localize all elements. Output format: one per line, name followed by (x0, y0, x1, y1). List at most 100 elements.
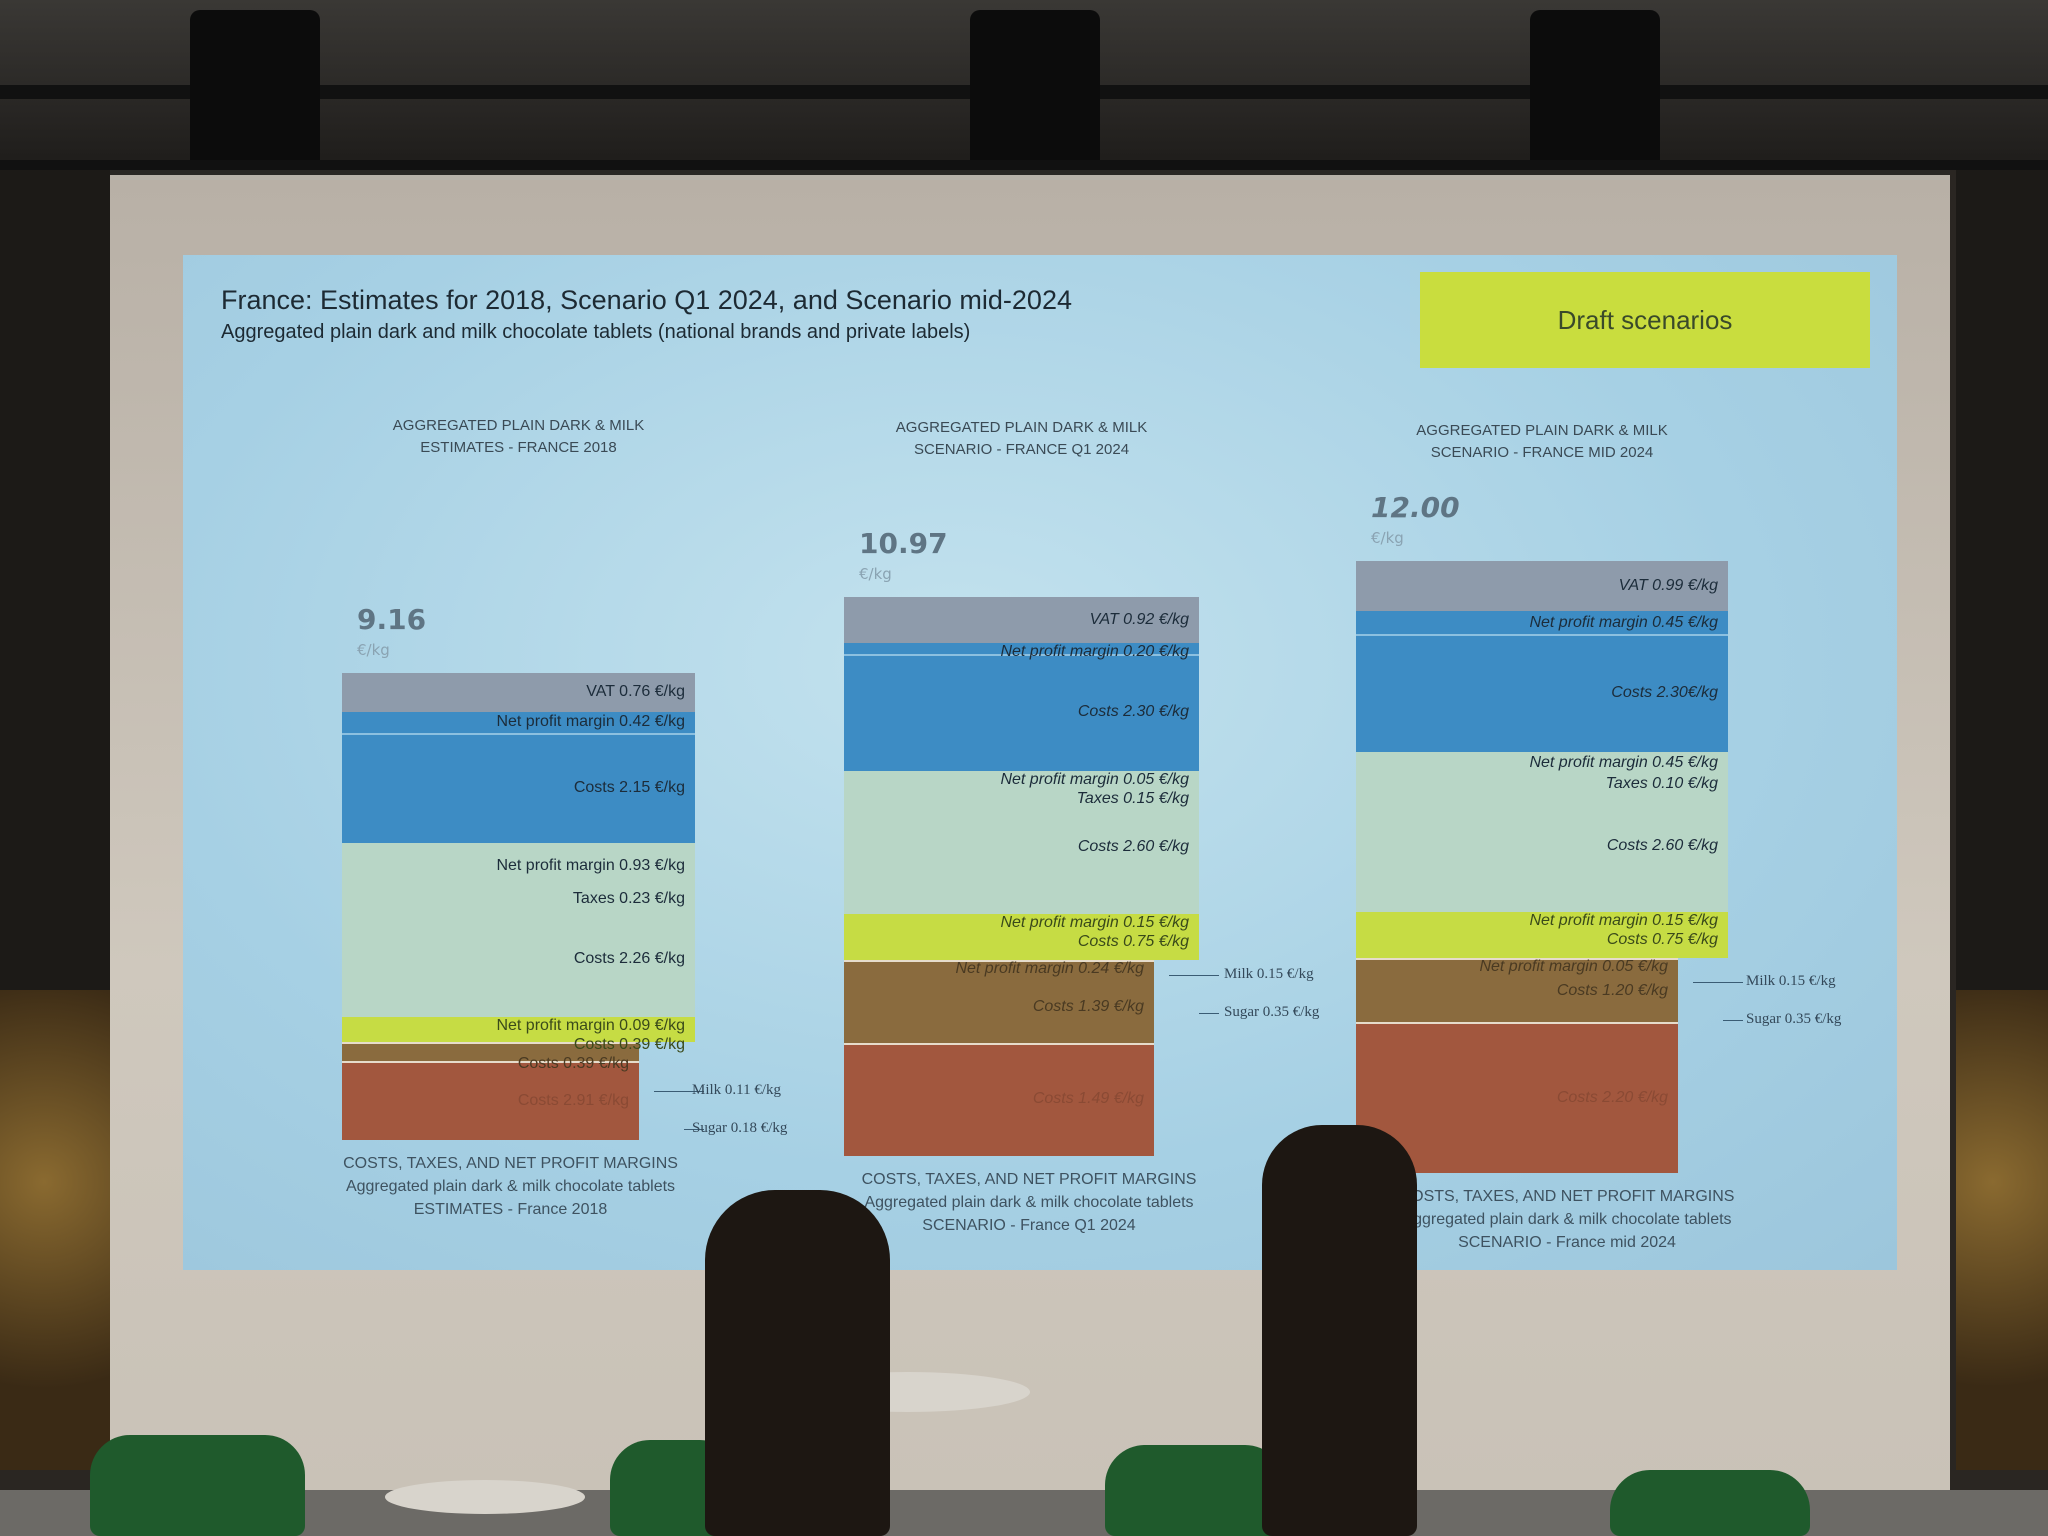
bar-caption: COSTS, TAXES, AND NET PROFIT MARGINS Aggr… (301, 1152, 721, 1221)
side-banner-right (1956, 170, 2048, 1470)
annotation-line (1723, 1020, 1743, 1021)
slide-subtitle: Aggregated plain dark and milk chocolate… (221, 321, 971, 343)
annotation-line (1693, 982, 1743, 983)
segment-label: Costs 0.39 €/kg (517, 1055, 629, 1073)
segment-label: VAT 0.92 €/kg (1089, 610, 1189, 628)
segment-label: Taxes 0.10 €/kg (1605, 774, 1718, 792)
slide-title: France: Estimates for 2018, Scenario Q1 … (221, 285, 1072, 315)
speaker-man (1262, 1125, 1417, 1536)
bar-caption: COSTS, TAXES, AND NET PROFIT MARGINS Aggr… (1357, 1185, 1777, 1254)
caption-line: COSTS, TAXES, AND NET PROFIT MARGINS (861, 1171, 1197, 1188)
bar-group-retail (1356, 611, 1728, 752)
segment-label: Costs 2.60 €/kg (1077, 838, 1189, 856)
caption-line: SCENARIO - France Q1 2024 (922, 1217, 1136, 1234)
bar-group-grinder (844, 913, 1199, 960)
bar-group-retail (342, 711, 695, 843)
stage-light (970, 10, 1100, 170)
armchair (1105, 1445, 1285, 1536)
armchair (90, 1435, 305, 1536)
bar-total-unit: €/kg (357, 640, 390, 659)
segment-label: Costs 2.91 €/kg (517, 1091, 629, 1109)
draft-scenarios-badge: Draft scenarios (1420, 272, 1870, 368)
bar-group-vat (844, 596, 1199, 644)
bar-group-farm (1356, 1022, 1678, 1173)
bar-caption: COSTS, TAXES, AND NET PROFIT MARGINS Aggr… (819, 1168, 1239, 1237)
side-table (385, 1480, 585, 1514)
segment-label: Net profit margin 0.24 €/kg (955, 959, 1144, 977)
bar-group-retail (844, 643, 1199, 771)
bar-group-trader (1356, 958, 1678, 1023)
stacked-bar: VAT 0.92 €/kg Net profit margin 0.20 €/kg… (844, 596, 1199, 1156)
segment-label: Costs 0.75 €/kg (1606, 931, 1718, 949)
segment-label: Net profit margin 0.45 €/kg (1529, 613, 1718, 631)
bar-total-value: 10.97 (859, 526, 948, 560)
bar-group-grinder (342, 1017, 695, 1042)
caption-line: COSTS, TAXES, AND NET PROFIT MARGINS (343, 1155, 678, 1172)
bar-group-farm (342, 1061, 639, 1140)
segment-label: Costs 2.20 €/kg (1556, 1088, 1668, 1106)
segment-label: Costs 2.60 €/kg (1606, 837, 1718, 855)
caption-line: Aggregated plain dark & milk chocolate t… (864, 1194, 1194, 1211)
side-banner-left (0, 170, 110, 1470)
annotation-line (1199, 1013, 1219, 1014)
column-title-line: AGGREGATED PLAIN DARK & MILK (1416, 422, 1668, 439)
armchair (1610, 1470, 1810, 1536)
bar-total-value: 9.16 (357, 602, 427, 636)
bar-segment (342, 732, 695, 843)
segment-label: Net profit margin 0.20 €/kg (1000, 643, 1189, 661)
segment-label: Net profit margin 0.42 €/kg (496, 713, 685, 731)
bar-total-unit: €/kg (1371, 529, 1404, 547)
bar-group-vat (342, 672, 695, 712)
bar-group-manufacturer (342, 842, 695, 1018)
caption-line: Aggregated plain dark & milk chocolate t… (1402, 1211, 1732, 1228)
annotation-label: Sugar 0.18 €/kg (692, 1120, 788, 1136)
segment-label: Net profit margin 0.05 €/kg (1479, 958, 1668, 976)
column-title: AGGREGATED PLAIN DARK & MILK SCENARIO - F… (822, 417, 1222, 461)
segment-label: Taxes 0.23 €/kg (572, 890, 685, 908)
segment-label: VAT 0.99 €/kg (1618, 577, 1718, 595)
bar-group-manufacturer (844, 770, 1199, 914)
bar-segment (1356, 634, 1728, 751)
segment-label: Net profit margin 0.15 €/kg (1529, 912, 1718, 930)
bar-total-value: 12.00 (1371, 491, 1460, 524)
segment-label: VAT 0.76 €/kg (586, 683, 685, 701)
banner-photo (0, 990, 110, 1470)
segment-label: Costs 0.75 €/kg (1077, 932, 1189, 950)
bar-group-vat (1356, 561, 1728, 612)
segment-label: Net profit margin 0.45 €/kg (1529, 754, 1718, 772)
bar-group-farm (844, 1042, 1154, 1156)
segment-label: Net profit margin 0.09 €/kg (496, 1017, 685, 1035)
lighting-truss (0, 160, 2048, 170)
segment-label: Costs 2.15 €/kg (573, 778, 685, 796)
column-title-line: ESTIMATES - FRANCE 2018 (420, 439, 617, 456)
segment-label: Costs 2.30€/kg (1611, 684, 1718, 702)
segment-label: Costs 1.39 €/kg (1032, 998, 1144, 1016)
bar-group-manufacturer (1356, 751, 1728, 913)
segment-label: Net profit margin 0.15 €/kg (1000, 913, 1189, 931)
annotation-line (654, 1091, 704, 1092)
stacked-bar: VAT 0.76 €/kg Net profit margin 0.42 €/kg… (342, 672, 695, 1140)
segment-label: Costs 1.20 €/kg (1556, 982, 1668, 1000)
segment-label: Costs 2.30 €/kg (1077, 703, 1189, 721)
annotation-line (684, 1129, 704, 1130)
column-title-line: SCENARIO - FRANCE MID 2024 (1430, 444, 1654, 461)
column-title-line: AGGREGATED PLAIN DARK & MILK (895, 419, 1148, 436)
caption-line: COSTS, TAXES, AND NET PROFIT MARGINS (1399, 1188, 1735, 1205)
annotation-label: Milk 0.15 €/kg (1746, 973, 1836, 989)
column-title: AGGREGATED PLAIN DARK & MILK SCENARIO - F… (1342, 420, 1742, 464)
column-title-line: SCENARIO - FRANCE Q1 2024 (913, 441, 1130, 458)
stacked-bar: VAT 0.99 €/kg Net profit margin 0.45 €/kg… (1356, 561, 1728, 1173)
annotation-label: Milk 0.11 €/kg (692, 1082, 782, 1098)
segment-label: Net profit margin 0.05 €/kg (1000, 770, 1189, 788)
segment-label: Taxes 0.15 €/kg (1076, 789, 1189, 807)
caption-line: SCENARIO - France mid 2024 (1458, 1234, 1676, 1251)
annotation-line (1169, 975, 1219, 976)
stage-light (190, 10, 320, 170)
bar-group-trader (844, 959, 1154, 1043)
annotation-label: Sugar 0.35 €/kg (1224, 1004, 1320, 1020)
annotation-label: Milk 0.15 €/kg (1224, 966, 1314, 982)
bar-total-unit: €/kg (859, 564, 892, 583)
speaker-woman (705, 1190, 890, 1536)
bar-group-grinder (1356, 912, 1728, 959)
column-title-line: AGGREGATED PLAIN DARK & MILK (392, 417, 645, 434)
